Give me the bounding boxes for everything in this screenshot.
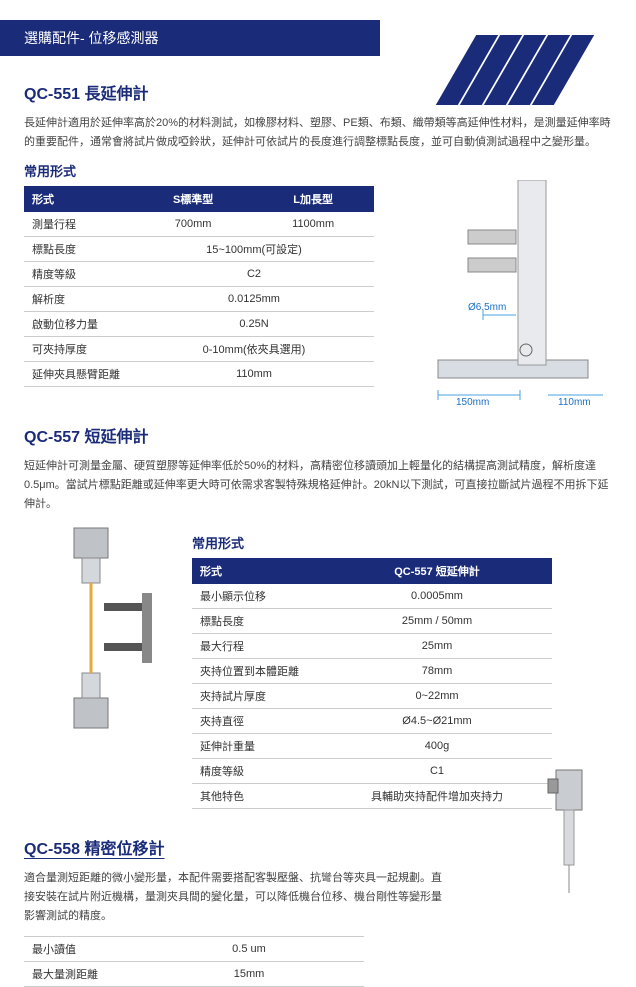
cell: Ø4.5~Ø21mm <box>322 709 552 734</box>
cell: 0.0005mm <box>322 584 552 609</box>
th-model: QC-557 短延伸計 <box>322 558 552 584</box>
cell: C2 <box>134 262 374 287</box>
cell: 0.0125mm <box>134 287 374 312</box>
cell: 110mm <box>134 362 374 387</box>
dim-width2: 110mm <box>558 397 591 408</box>
th-form: 形式 <box>24 186 134 212</box>
cell: 啟動位移力量 <box>24 312 134 337</box>
cell: 解析度 <box>24 287 134 312</box>
cell: 最小讀值 <box>24 936 134 961</box>
cell: 精度等級 <box>24 262 134 287</box>
cell: 延伸計重量 <box>192 734 322 759</box>
cell: 標點長度 <box>192 609 322 634</box>
cell: 測量行程 <box>24 212 134 237</box>
cell: 0~22mm <box>322 684 552 709</box>
cell: 15~100mm(可設定) <box>134 237 374 262</box>
cell: 最大行程 <box>192 634 322 659</box>
dim-width1: 150mm <box>456 397 489 408</box>
th-s: S標準型 <box>134 186 252 212</box>
subtitle-551: 常用形式 <box>24 161 612 180</box>
cell: 25mm / 50mm <box>322 609 552 634</box>
cell: 最大量測距離 <box>24 961 134 986</box>
section-desc-558: 適合量測短距離的微小變形量，本配件需要搭配客製壓盤、抗彎台等夾具一起規劃。直接安… <box>24 869 444 925</box>
cell: 0.5 um <box>134 936 364 961</box>
cell: 0-10mm(依夾具選用) <box>134 337 374 362</box>
page-banner: 選購配件- 位移感測器 <box>0 20 380 56</box>
banner-title: 選購配件- 位移感測器 <box>24 30 159 46</box>
cell: C1 <box>322 759 552 784</box>
short-extensometer-diagram <box>24 523 174 733</box>
spec-table-558: 最小讀值0.5 um 最大量測距離15mm <box>24 936 364 987</box>
cell: 0.25N <box>134 312 374 337</box>
spec-table-557: 形式 QC-557 短延伸計 最小顯示位移0.0005mm 標點長度25mm /… <box>192 558 552 809</box>
dim-diameter: Ø6.5mm <box>468 302 506 313</box>
decorative-stripes <box>456 35 636 95</box>
subtitle-557: 常用形式 <box>192 533 612 552</box>
cell: 78mm <box>322 659 552 684</box>
cell: 精度等級 <box>192 759 322 784</box>
cell: 700mm <box>134 212 252 237</box>
cell: 夾持直徑 <box>192 709 322 734</box>
cell: 其他特色 <box>192 784 322 809</box>
cell: 夾持試片厚度 <box>192 684 322 709</box>
spec-table-551: 形式 S標準型 L加長型 測量行程700mm1100mm 標點長度15~100m… <box>24 186 374 387</box>
section-title-557: QC-557 短延伸計 <box>24 423 612 447</box>
section-desc-557: 短延伸計可測量金屬、硬質塑膠等延伸率低於50%的材料，高精密位移讀頭加上輕量化的… <box>24 457 612 513</box>
section-desc-551: 長延伸計適用於延伸率高於20%的材料測試，如橡膠材料、塑膠、PE類、布類、織帶類… <box>24 114 612 151</box>
device-stand-diagram: Ø6.5mm 150mm 110mm <box>408 180 608 410</box>
cell: 可夾持厚度 <box>24 337 134 362</box>
cell: 最小顯示位移 <box>192 584 322 609</box>
cell: 標點長度 <box>24 237 134 262</box>
cell: 400g <box>322 734 552 759</box>
th-form: 形式 <box>192 558 322 584</box>
cell: 1100mm <box>252 212 374 237</box>
cell: 25mm <box>322 634 552 659</box>
section-title-558: QC-558 精密位移計 <box>24 835 612 859</box>
cell: 具輔助夾持配件增加夾持力 <box>322 784 552 809</box>
cell: 15mm <box>134 961 364 986</box>
precision-gauge-diagram <box>534 765 604 895</box>
cell: 夾持位置到本體距離 <box>192 659 322 684</box>
th-l: L加長型 <box>252 186 374 212</box>
cell: 延伸夾具懸臂距離 <box>24 362 134 387</box>
